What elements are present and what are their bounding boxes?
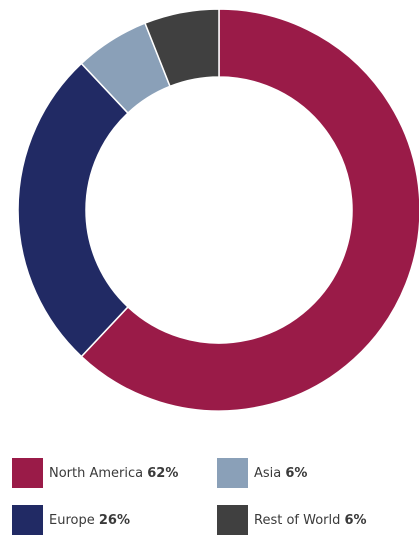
legend-swatch-europe <box>12 505 43 535</box>
chart-legend: North America 62% Asia 6% Europe 26% Res… <box>0 440 419 536</box>
legend-item-asia: Asia 6% <box>217 458 307 488</box>
legend-item-rest-of-world: Rest of World 6% <box>217 505 367 535</box>
legend-item-europe: Europe 26% <box>12 505 130 535</box>
legend-swatch-asia <box>217 458 248 488</box>
legend-label-rest-of-world: Rest of World <box>254 512 341 528</box>
donut-chart <box>17 8 419 412</box>
legend-swatch-north-america <box>12 458 43 488</box>
donut-slice-north-america <box>80 8 419 412</box>
legend-value-asia: 6% <box>285 465 308 481</box>
donut-slice-rest-of-world <box>144 8 220 88</box>
donut-slice-europe <box>17 62 130 358</box>
legend-item-north-america: North America 62% <box>12 458 178 488</box>
legend-swatch-rest-of-world <box>217 505 248 535</box>
legend-label-asia: Asia <box>254 465 282 481</box>
legend-label-north-america: North America <box>49 465 144 481</box>
legend-value-rest-of-world: 6% <box>344 512 367 528</box>
legend-value-north-america: 62% <box>147 465 179 481</box>
legend-label-europe: Europe <box>49 512 95 528</box>
legend-value-europe: 26% <box>98 512 130 528</box>
